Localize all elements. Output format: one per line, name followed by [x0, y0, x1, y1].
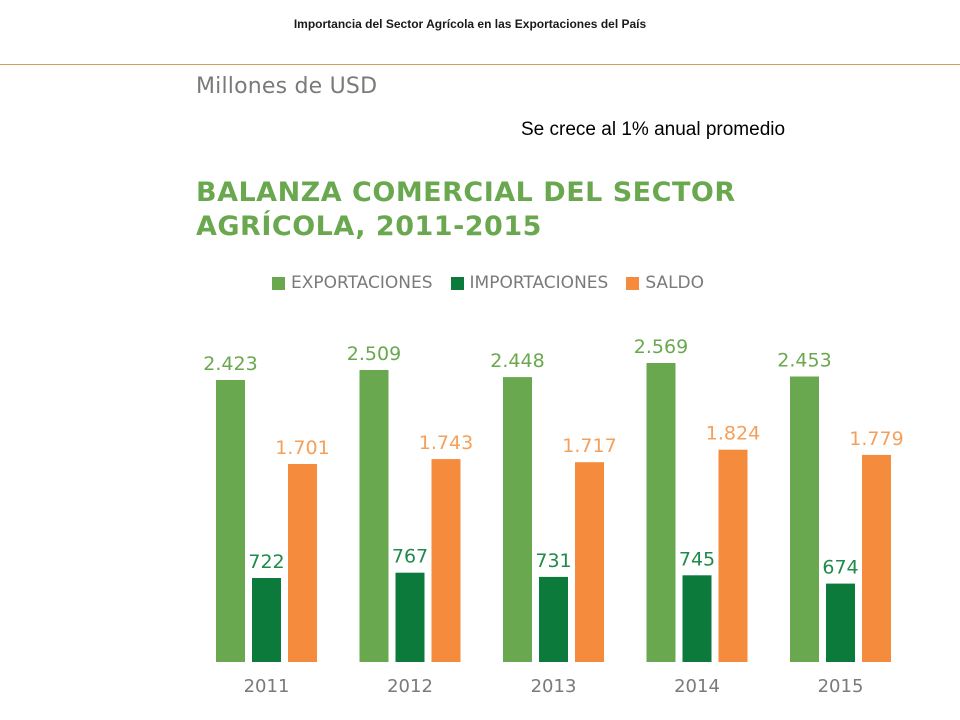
data-label-exportaciones-2014: 2.569	[634, 336, 688, 358]
legend-swatch-exportaciones	[272, 276, 285, 290]
chart-legend: EXPORTACIONES IMPORTACIONES SALDO	[272, 272, 722, 294]
data-label-importaciones-2011: 722	[248, 551, 284, 573]
legend-item-exportaciones: EXPORTACIONES	[272, 273, 433, 293]
slide-title: Importancia del Sector Agrícola en las E…	[293, 17, 647, 31]
legend-swatch-saldo	[626, 276, 640, 290]
bar-importaciones-2012	[395, 572, 425, 662]
data-label-saldo-2011: 1.701	[275, 437, 329, 459]
bar-exportaciones-2013	[503, 377, 532, 662]
data-label-saldo-2015: 1.779	[849, 428, 903, 450]
bar-saldo-2013	[575, 462, 604, 662]
bar-importaciones-2015	[826, 583, 855, 662]
bar-saldo-2012	[431, 459, 461, 662]
data-label-importaciones-2014: 745	[679, 548, 715, 570]
bar-saldo-2011	[288, 464, 317, 662]
bar-exportaciones-2014	[646, 363, 676, 662]
category-label-2014: 2014	[674, 676, 720, 697]
data-label-exportaciones-2015: 2.453	[777, 350, 831, 372]
data-label-exportaciones-2012: 2.509	[347, 343, 401, 365]
chart-title-line-2: AGRÍCOLA, 2011-2015	[196, 211, 542, 242]
legend-label-exportaciones: EXPORTACIONES	[291, 273, 433, 293]
bar-exportaciones-2012	[359, 370, 389, 662]
data-label-saldo-2014: 1.824	[706, 423, 760, 445]
legend-swatch-importaciones	[450, 276, 464, 290]
category-label-2011: 2011	[244, 676, 290, 697]
bar-importaciones-2013	[539, 576, 568, 662]
data-label-exportaciones-2011: 2.423	[203, 353, 257, 375]
data-label-importaciones-2012: 767	[392, 546, 428, 568]
legend-item-importaciones: IMPORTACIONES	[450, 273, 609, 293]
unit-label: Millones de USD	[196, 74, 378, 99]
data-label-exportaciones-2013: 2.448	[490, 350, 544, 372]
bar-exportaciones-2011	[216, 380, 245, 662]
title-divider	[0, 64, 960, 65]
chart-title-line-1: BALANZA COMERCIAL DEL SECTOR	[196, 177, 736, 208]
data-label-importaciones-2013: 731	[535, 550, 571, 572]
bar-exportaciones-2015	[790, 376, 819, 662]
bar-importaciones-2014	[682, 575, 712, 662]
category-label-2013: 2013	[531, 676, 577, 697]
category-label-2015: 2015	[818, 676, 864, 697]
data-label-importaciones-2015: 674	[822, 557, 858, 579]
data-label-saldo-2013: 1.717	[562, 435, 616, 457]
legend-item-saldo: SALDO	[626, 273, 704, 293]
bar-saldo-2015	[862, 454, 891, 662]
chart-title: BALANZA COMERCIAL DEL SECTOR AGRÍCOLA, 2…	[196, 176, 736, 244]
legend-label-saldo: SALDO	[645, 273, 705, 293]
category-label-2012: 2012	[387, 676, 433, 697]
growth-note: Se crece al 1% anual promedio	[521, 119, 786, 140]
bar-importaciones-2011	[252, 578, 281, 662]
legend-label-importaciones: IMPORTACIONES	[469, 273, 609, 293]
data-label-saldo-2012: 1.743	[419, 432, 473, 454]
bar-saldo-2014	[718, 449, 748, 662]
